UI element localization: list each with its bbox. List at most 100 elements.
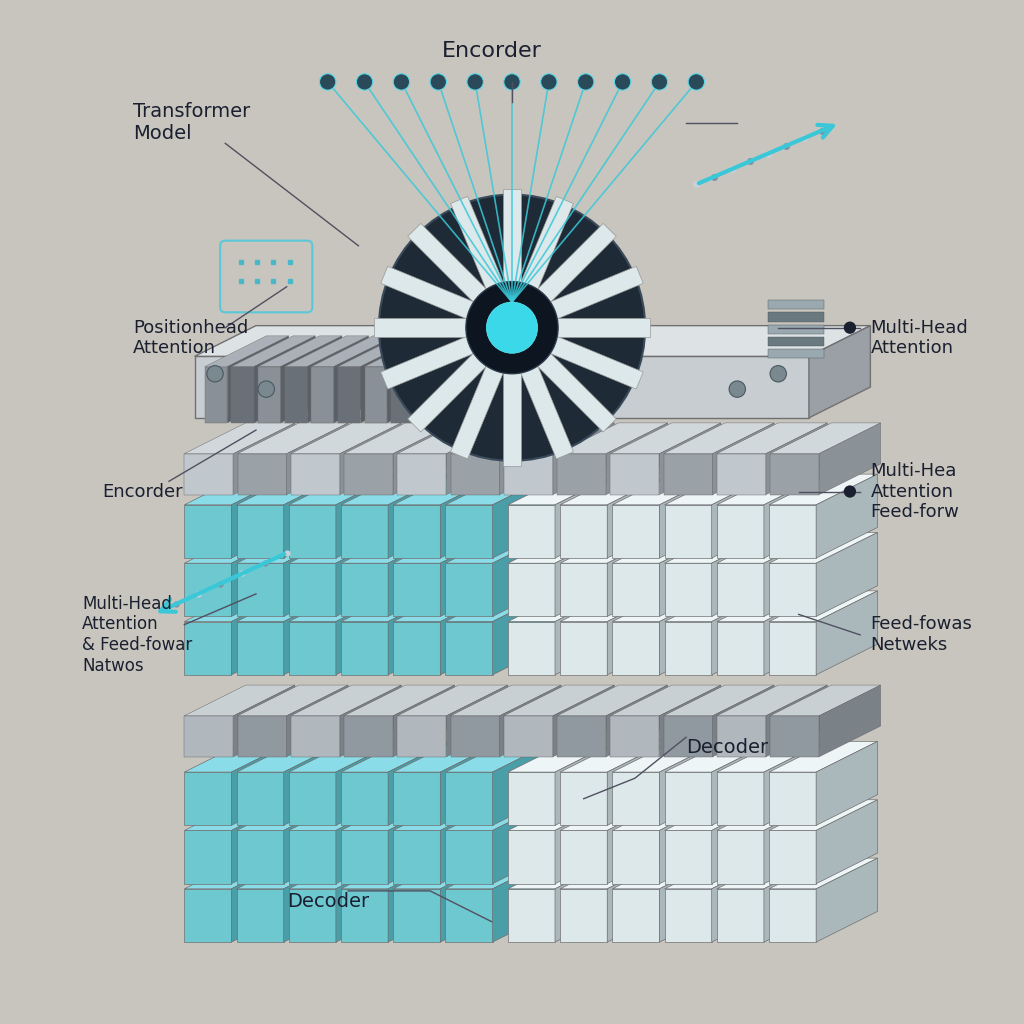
Polygon shape (612, 830, 659, 884)
Polygon shape (508, 591, 616, 622)
Polygon shape (237, 741, 345, 772)
Polygon shape (764, 858, 825, 942)
Polygon shape (291, 423, 401, 454)
Polygon shape (769, 889, 816, 942)
Polygon shape (717, 423, 827, 454)
Polygon shape (769, 622, 816, 675)
Polygon shape (258, 367, 281, 423)
Polygon shape (338, 367, 360, 423)
Polygon shape (289, 505, 336, 558)
Polygon shape (393, 423, 455, 495)
Polygon shape (393, 591, 502, 622)
Polygon shape (237, 889, 284, 942)
Polygon shape (717, 474, 825, 505)
Polygon shape (444, 336, 528, 367)
Polygon shape (397, 454, 446, 495)
Circle shape (729, 381, 745, 397)
Polygon shape (393, 532, 502, 563)
Polygon shape (517, 357, 573, 459)
Polygon shape (233, 423, 295, 495)
Polygon shape (493, 532, 554, 616)
Text: Feed-fowas
Netweks: Feed-fowas Netweks (870, 615, 972, 654)
Polygon shape (664, 685, 774, 716)
Polygon shape (388, 474, 450, 558)
Polygon shape (397, 716, 446, 757)
Polygon shape (500, 423, 561, 495)
Polygon shape (612, 772, 659, 825)
Polygon shape (809, 326, 870, 418)
Polygon shape (231, 591, 293, 675)
Polygon shape (607, 532, 669, 616)
FancyBboxPatch shape (768, 325, 824, 334)
Polygon shape (542, 266, 643, 323)
Polygon shape (231, 741, 293, 825)
Polygon shape (237, 532, 345, 563)
Polygon shape (184, 772, 231, 825)
Polygon shape (712, 532, 773, 616)
Polygon shape (374, 318, 476, 337)
Circle shape (466, 282, 558, 374)
Polygon shape (612, 505, 659, 558)
Polygon shape (445, 591, 554, 622)
Polygon shape (393, 505, 440, 558)
Circle shape (688, 74, 705, 90)
Polygon shape (467, 336, 528, 423)
Polygon shape (341, 591, 450, 622)
Polygon shape (338, 336, 422, 367)
Polygon shape (508, 505, 555, 558)
Circle shape (578, 74, 594, 90)
Polygon shape (340, 423, 401, 495)
Polygon shape (717, 772, 764, 825)
Polygon shape (391, 367, 414, 423)
Polygon shape (184, 454, 233, 495)
Polygon shape (610, 685, 721, 716)
Polygon shape (311, 336, 395, 367)
Polygon shape (769, 591, 878, 622)
Circle shape (651, 74, 668, 90)
Polygon shape (560, 772, 607, 825)
Polygon shape (388, 800, 450, 884)
Polygon shape (717, 591, 825, 622)
Polygon shape (289, 591, 397, 622)
Polygon shape (717, 800, 825, 830)
Polygon shape (237, 563, 284, 616)
Polygon shape (665, 622, 712, 675)
Polygon shape (397, 685, 508, 716)
Polygon shape (341, 741, 450, 772)
Polygon shape (341, 505, 388, 558)
Circle shape (844, 485, 856, 498)
Polygon shape (393, 858, 502, 889)
FancyBboxPatch shape (768, 349, 824, 358)
Polygon shape (291, 685, 401, 716)
Polygon shape (764, 591, 825, 675)
Polygon shape (508, 741, 616, 772)
Polygon shape (560, 830, 607, 884)
Polygon shape (555, 474, 616, 558)
Polygon shape (184, 474, 293, 505)
Polygon shape (819, 685, 881, 757)
Polygon shape (713, 685, 774, 757)
Polygon shape (184, 622, 231, 675)
Polygon shape (195, 356, 809, 418)
Polygon shape (659, 591, 721, 675)
FancyBboxPatch shape (768, 312, 824, 322)
Polygon shape (607, 741, 669, 825)
Polygon shape (393, 889, 440, 942)
Polygon shape (606, 685, 668, 757)
Polygon shape (557, 685, 668, 716)
Polygon shape (612, 800, 721, 830)
Polygon shape (612, 741, 721, 772)
Polygon shape (508, 622, 555, 675)
Polygon shape (231, 800, 293, 884)
Polygon shape (712, 858, 773, 942)
Polygon shape (607, 858, 669, 942)
Polygon shape (769, 741, 878, 772)
Polygon shape (285, 336, 369, 367)
Polygon shape (284, 800, 345, 884)
Polygon shape (504, 716, 553, 757)
Polygon shape (493, 800, 554, 884)
Polygon shape (445, 505, 493, 558)
Polygon shape (336, 741, 397, 825)
Text: Decoder: Decoder (686, 738, 768, 757)
Text: Multi-Head
Attention
& Feed-fowar
Natwos: Multi-Head Attention & Feed-fowar Natwos (82, 595, 193, 675)
